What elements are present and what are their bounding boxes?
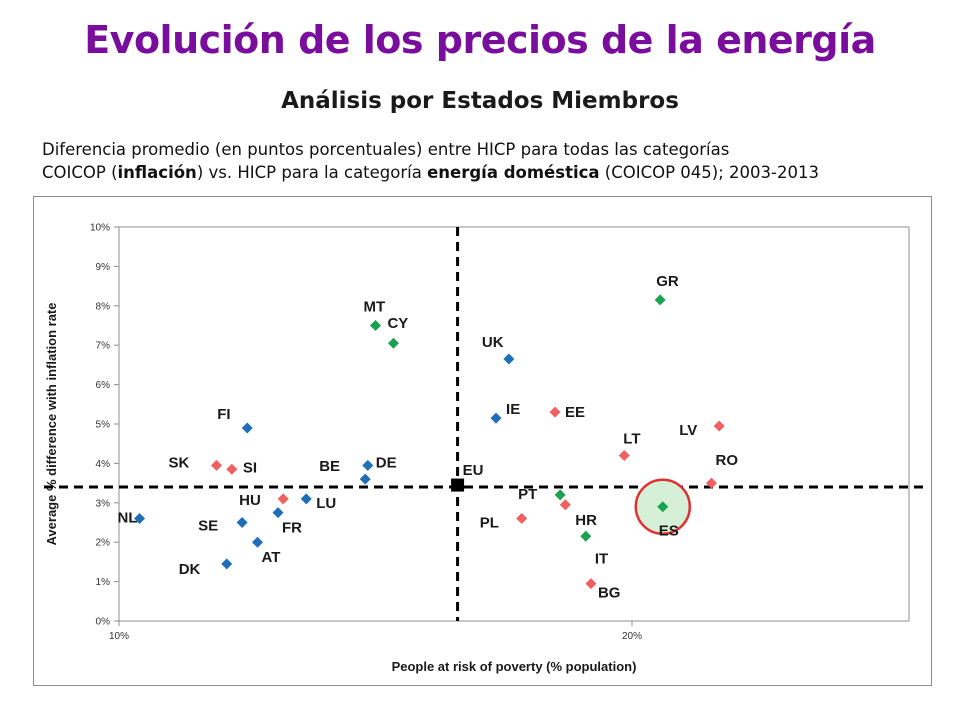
point-pt (554, 489, 566, 501)
plot-border (118, 226, 910, 622)
description-line-1: Diferencia promedio (en puntos porcentua… (42, 140, 730, 159)
point-cy (387, 337, 399, 349)
point-uk (503, 353, 515, 365)
point-be (359, 473, 371, 485)
point-label-lu: LU (316, 495, 336, 512)
point-label-ie: IE (506, 401, 520, 418)
point-label-uk: UK (482, 334, 504, 351)
point-mt (369, 320, 381, 331)
chart-description: Diferencia promedio (en puntos porcentua… (42, 138, 942, 184)
point-it (580, 530, 592, 542)
point-label-es: ES (659, 523, 679, 540)
point-dk (221, 558, 233, 570)
point-label-gr: GR (656, 273, 679, 290)
point-label-lv: LV (679, 422, 697, 439)
y-tick-label: 10% (90, 223, 110, 234)
description-emphasis: inflación (117, 163, 197, 182)
point-ro (706, 477, 717, 489)
x-tick-label: 10% (109, 631, 129, 642)
point-fi (241, 422, 253, 434)
point-label-se: SE (198, 518, 218, 535)
scatter-chart: 0% 1% 2% 3% 4% 5% 6% 7% 8% 9% 10% 10% 20% People at r… (44, 223, 929, 674)
x-tick-label: 20% (622, 631, 642, 642)
point-de (362, 459, 374, 471)
chart-area: 0% 1% 2% 3% 4% 5% 6% 7% 8% 9% 10% 10% 20% People at r… (33, 196, 932, 686)
y-tick-label: 0% (96, 617, 111, 628)
point-label-mt: MT (363, 299, 385, 316)
y-tick-label: 4% (96, 459, 111, 470)
point-label-fr: FR (282, 520, 302, 537)
y-tick-label: 2% (96, 538, 111, 549)
point-label-fi: FI (217, 406, 230, 423)
point-si (226, 463, 238, 475)
point-ee (549, 406, 561, 418)
point-lt (618, 450, 630, 462)
point-sk (210, 459, 222, 471)
point-hu (277, 493, 289, 505)
point-es (657, 501, 669, 513)
y-tick-label: 9% (96, 262, 111, 273)
point-label-ro: RO (716, 452, 739, 469)
y-tick-label: 1% (96, 577, 111, 588)
point-label-ee: EE (565, 404, 585, 421)
point-ie (490, 412, 502, 424)
description-emphasis: energía doméstica (427, 163, 600, 182)
description-line-2: COICOP (inflación) vs. HICP para la cate… (42, 161, 942, 184)
point-gr (654, 294, 666, 306)
point-label-si: SI (243, 459, 257, 476)
point-pl (516, 513, 528, 525)
point-bg (585, 578, 597, 590)
y-tick-label: 3% (96, 498, 111, 509)
y-tick-label: 7% (96, 341, 111, 352)
point-lu (300, 493, 312, 505)
description-text: COICOP ( (42, 163, 118, 182)
point-hr (559, 499, 571, 511)
point-label-de: DE (376, 454, 397, 471)
y-tick-label: 5% (96, 420, 111, 431)
point-label-hr: HR (575, 512, 597, 529)
point-label-it: IT (595, 550, 608, 567)
point-label-lt: LT (623, 431, 640, 448)
point-eu (451, 478, 465, 492)
point-label-hu: HU (239, 492, 261, 509)
point-label-eu: EU (463, 462, 484, 479)
description-text: ) vs. HICP para la categoría (196, 163, 428, 182)
y-axis-title: Average % difference with inflation rate (44, 303, 59, 546)
point-label-nl: NL (118, 510, 138, 527)
page-subtitle: Análisis por Estados Miembros (281, 88, 679, 114)
x-axis-title: People at risk of poverty (% population) (392, 659, 637, 674)
point-se (236, 517, 248, 528)
point-label-dk: DK (179, 561, 201, 578)
point-nl (134, 513, 146, 525)
point-label-pt: PT (518, 486, 537, 503)
point-label-cy: CY (387, 315, 408, 332)
point-label-pl: PL (480, 515, 499, 532)
point-fr (272, 507, 284, 519)
point-lv (713, 420, 725, 432)
y-tick-label: 6% (96, 380, 111, 391)
point-label-bg: BG (598, 585, 621, 602)
point-at (252, 536, 264, 548)
description-text: (COICOP 045); 2003-2013 (599, 163, 819, 182)
y-tick-label: 8% (96, 301, 111, 312)
page-title: Evolución de los precios de la energía (84, 18, 876, 62)
point-label-sk: SK (168, 454, 189, 471)
point-label-be: BE (319, 458, 340, 475)
point-label-at: AT (262, 549, 281, 566)
